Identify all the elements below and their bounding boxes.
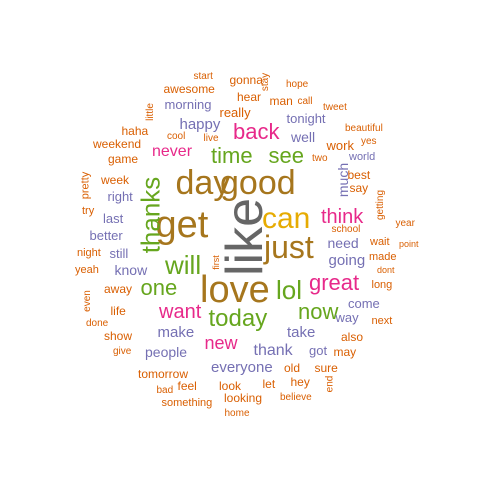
- word-hear: hear: [237, 90, 262, 104]
- word-thanks: thanks: [134, 176, 165, 254]
- word-day: day: [175, 164, 231, 202]
- word-world: world: [349, 150, 376, 163]
- word-now: now: [298, 299, 339, 324]
- word-time: time: [211, 143, 253, 168]
- word-even: even: [81, 290, 93, 312]
- word-say: say: [349, 181, 369, 195]
- word-old: old: [284, 361, 301, 375]
- word-call: call: [297, 96, 313, 107]
- word-morning: morning: [164, 96, 212, 112]
- word-believe: believe: [280, 392, 312, 403]
- word-great: great: [309, 270, 360, 295]
- word-end: end: [323, 375, 335, 393]
- word-tonight: tonight: [286, 110, 326, 126]
- word-made: made: [369, 250, 397, 263]
- word-still: still: [109, 245, 129, 261]
- word-people: people: [145, 344, 188, 360]
- word-point: point: [399, 238, 419, 249]
- word-bad: bad: [156, 385, 174, 396]
- word-try: try: [82, 204, 95, 217]
- word-also: also: [341, 330, 364, 344]
- word-man: man: [269, 94, 293, 108]
- word-will: will: [165, 250, 202, 280]
- word-night: night: [77, 246, 101, 259]
- word-tweet: tweet: [323, 102, 347, 113]
- word-happy: happy: [179, 115, 221, 133]
- word-live: live: [203, 133, 219, 144]
- word-week: week: [101, 173, 130, 187]
- word-may: may: [333, 345, 357, 359]
- word-got: got: [309, 342, 328, 358]
- word-something: something: [161, 396, 213, 409]
- word-weekend: weekend: [93, 137, 142, 151]
- word-start: start: [193, 71, 213, 82]
- word-back: back: [233, 119, 280, 144]
- word-looking: looking: [224, 391, 263, 405]
- word-give: give: [113, 346, 132, 357]
- word-want: want: [159, 301, 202, 323]
- word-feel: feel: [177, 379, 197, 393]
- word-know: know: [114, 262, 148, 278]
- word-good: good: [220, 164, 296, 202]
- word-away: away: [104, 282, 133, 296]
- word-year: year: [395, 218, 415, 229]
- word-dont: dont: [377, 264, 395, 275]
- word-love: love: [200, 269, 270, 311]
- word-yes: yes: [361, 136, 377, 147]
- word-sure: sure: [314, 361, 338, 375]
- word-better: better: [89, 227, 123, 243]
- word-need: need: [327, 235, 359, 251]
- word-look: look: [219, 379, 242, 393]
- word-awesome: awesome: [163, 82, 215, 96]
- word-lol: lol: [276, 275, 303, 305]
- word-home: home: [224, 408, 250, 419]
- word-tomorrow: tomorrow: [138, 367, 189, 381]
- word-right: right: [107, 188, 133, 204]
- word-really: really: [219, 104, 251, 120]
- word-stay: stay: [260, 72, 272, 92]
- word-first: first: [210, 254, 221, 270]
- word-come: come: [348, 295, 380, 311]
- word-hope: hope: [286, 79, 309, 90]
- word-never: never: [152, 143, 193, 160]
- word-going: going: [328, 251, 366, 269]
- word-game: game: [108, 152, 139, 166]
- word-think: think: [321, 206, 364, 228]
- word-long: long: [371, 278, 393, 291]
- word-show: show: [104, 329, 133, 343]
- word-pretty: pretty: [79, 171, 92, 199]
- word-done: done: [86, 318, 109, 329]
- word-beautiful: beautiful: [345, 123, 383, 134]
- word-last: last: [103, 210, 124, 226]
- word-life: life: [110, 304, 126, 318]
- word-next: next: [371, 314, 393, 327]
- word-little: little: [144, 103, 156, 121]
- word-way: way: [335, 309, 359, 325]
- word-take: take: [287, 323, 316, 341]
- word-haha: haha: [121, 124, 149, 138]
- word-hey: hey: [290, 375, 310, 389]
- word-two: two: [312, 153, 328, 164]
- word-best: best: [347, 168, 371, 182]
- word-wait: wait: [370, 235, 390, 248]
- word-get: get: [155, 204, 209, 246]
- word-school: school: [331, 224, 361, 235]
- word-gonna: gonna: [229, 73, 263, 87]
- word-today: today: [208, 305, 268, 332]
- word-can: can: [262, 202, 311, 235]
- word-make: make: [157, 323, 195, 341]
- word-cool: cool: [167, 131, 186, 142]
- word-see: see: [268, 143, 304, 168]
- word-let: let: [262, 377, 276, 391]
- word-yeah: yeah: [75, 263, 99, 276]
- word-everyone: everyone: [211, 358, 273, 376]
- word-new: new: [204, 333, 238, 353]
- word-getting: getting: [375, 189, 387, 221]
- word-just: just: [264, 229, 314, 265]
- word-well: well: [291, 129, 316, 145]
- word-one: one: [140, 275, 178, 300]
- word-thank: thank: [253, 342, 293, 359]
- word-work: work: [326, 137, 354, 153]
